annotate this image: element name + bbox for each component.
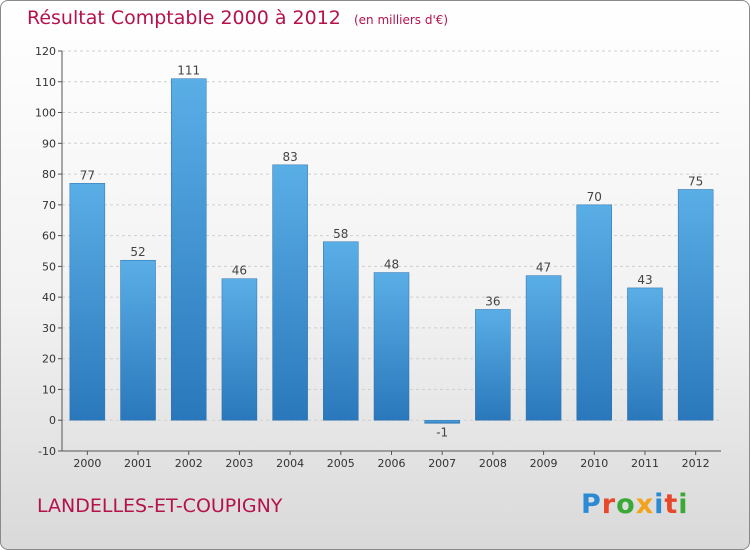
bar-layer bbox=[69, 78, 714, 424]
y-tick-label: 50 bbox=[42, 260, 56, 273]
value-label: 46 bbox=[232, 264, 247, 278]
x-tick-label: 2009 bbox=[530, 457, 558, 470]
value-label: 83 bbox=[282, 150, 297, 164]
bar-2002[interactable] bbox=[170, 78, 207, 421]
value-label: 58 bbox=[333, 227, 348, 241]
value-label: 77 bbox=[80, 168, 95, 182]
value-label: 70 bbox=[587, 190, 602, 204]
y-tick-label: -10 bbox=[38, 445, 56, 458]
x-tick-label: 2012 bbox=[682, 457, 710, 470]
x-tick-label: 2000 bbox=[73, 457, 101, 470]
bar-2012[interactable] bbox=[677, 189, 714, 421]
logo-letter: t bbox=[664, 489, 679, 520]
x-tick-label: 2011 bbox=[631, 457, 659, 470]
logo-letter: o bbox=[616, 489, 636, 520]
value-label: 75 bbox=[688, 174, 703, 188]
bar-2001[interactable] bbox=[120, 259, 156, 421]
logo-letter: P bbox=[581, 489, 602, 520]
y-tick-label: 20 bbox=[42, 353, 56, 366]
x-tick-label: 2002 bbox=[175, 457, 203, 470]
x-tick-label: 2005 bbox=[327, 457, 355, 470]
commune-name: LANDELLES-ET-COUPIGNY bbox=[37, 495, 283, 517]
bar-2003[interactable] bbox=[221, 278, 258, 421]
bar-2000[interactable] bbox=[69, 183, 106, 421]
bar-2008[interactable] bbox=[475, 309, 511, 421]
value-label: 36 bbox=[485, 294, 500, 308]
logo-letter: x bbox=[635, 489, 655, 520]
bar-2005[interactable] bbox=[323, 241, 359, 421]
x-tick-label: 2001 bbox=[124, 457, 152, 470]
value-label: 43 bbox=[637, 273, 652, 287]
value-label: 48 bbox=[384, 258, 399, 272]
y-tick-label: 70 bbox=[42, 199, 56, 212]
value-label: -1 bbox=[436, 425, 448, 439]
y-tick-label: 110 bbox=[35, 76, 56, 89]
y-tick-label: 30 bbox=[42, 322, 56, 335]
y-tick-label: 60 bbox=[42, 230, 56, 243]
axis-layer: -10 0 10 20 30 40 50 60 70 80 90 100 110 120 2000 2001 2… bbox=[35, 45, 721, 470]
bar-2009[interactable] bbox=[525, 275, 562, 421]
logo-letter: r bbox=[601, 489, 617, 520]
y-tick-label: 80 bbox=[42, 168, 56, 181]
bar-2006[interactable] bbox=[373, 272, 410, 421]
value-label: 52 bbox=[130, 245, 145, 259]
bar-2011[interactable] bbox=[627, 287, 663, 421]
y-tick-label: 0 bbox=[49, 414, 56, 427]
x-tick-label: 2003 bbox=[225, 457, 253, 470]
logo-letter: i bbox=[678, 489, 689, 520]
value-label-layer: 77 52 111 46 83 58 48 -1 36 47 70 43 75 bbox=[80, 64, 704, 440]
chart-unit-label: (en milliers d'€) bbox=[353, 13, 449, 27]
value-label: 111 bbox=[177, 64, 200, 78]
bar-2007[interactable] bbox=[424, 419, 460, 424]
x-tick-label: 2004 bbox=[276, 457, 304, 470]
y-tick-label: 100 bbox=[35, 107, 56, 120]
proxiti-logo[interactable]: Proxiti bbox=[581, 489, 689, 520]
y-tick-label: 40 bbox=[42, 291, 56, 304]
y-tick-label: 90 bbox=[42, 137, 56, 150]
logo-letter: i bbox=[654, 489, 665, 520]
x-tick-label: 2007 bbox=[428, 457, 456, 470]
y-tick-label: 120 bbox=[35, 45, 56, 58]
x-tick-label: 2006 bbox=[378, 457, 406, 470]
bar-2010[interactable] bbox=[576, 204, 613, 421]
value-label: 47 bbox=[536, 261, 551, 275]
x-tick-label: 2008 bbox=[479, 457, 507, 470]
chart-title: Résultat Comptable 2000 à 2012 (en milli… bbox=[27, 7, 448, 29]
bar-2004[interactable] bbox=[272, 164, 308, 421]
x-tick-label: 2010 bbox=[580, 457, 608, 470]
y-tick-label: 10 bbox=[42, 383, 56, 396]
chart-title-text: Résultat Comptable 2000 à 2012 bbox=[27, 7, 341, 29]
